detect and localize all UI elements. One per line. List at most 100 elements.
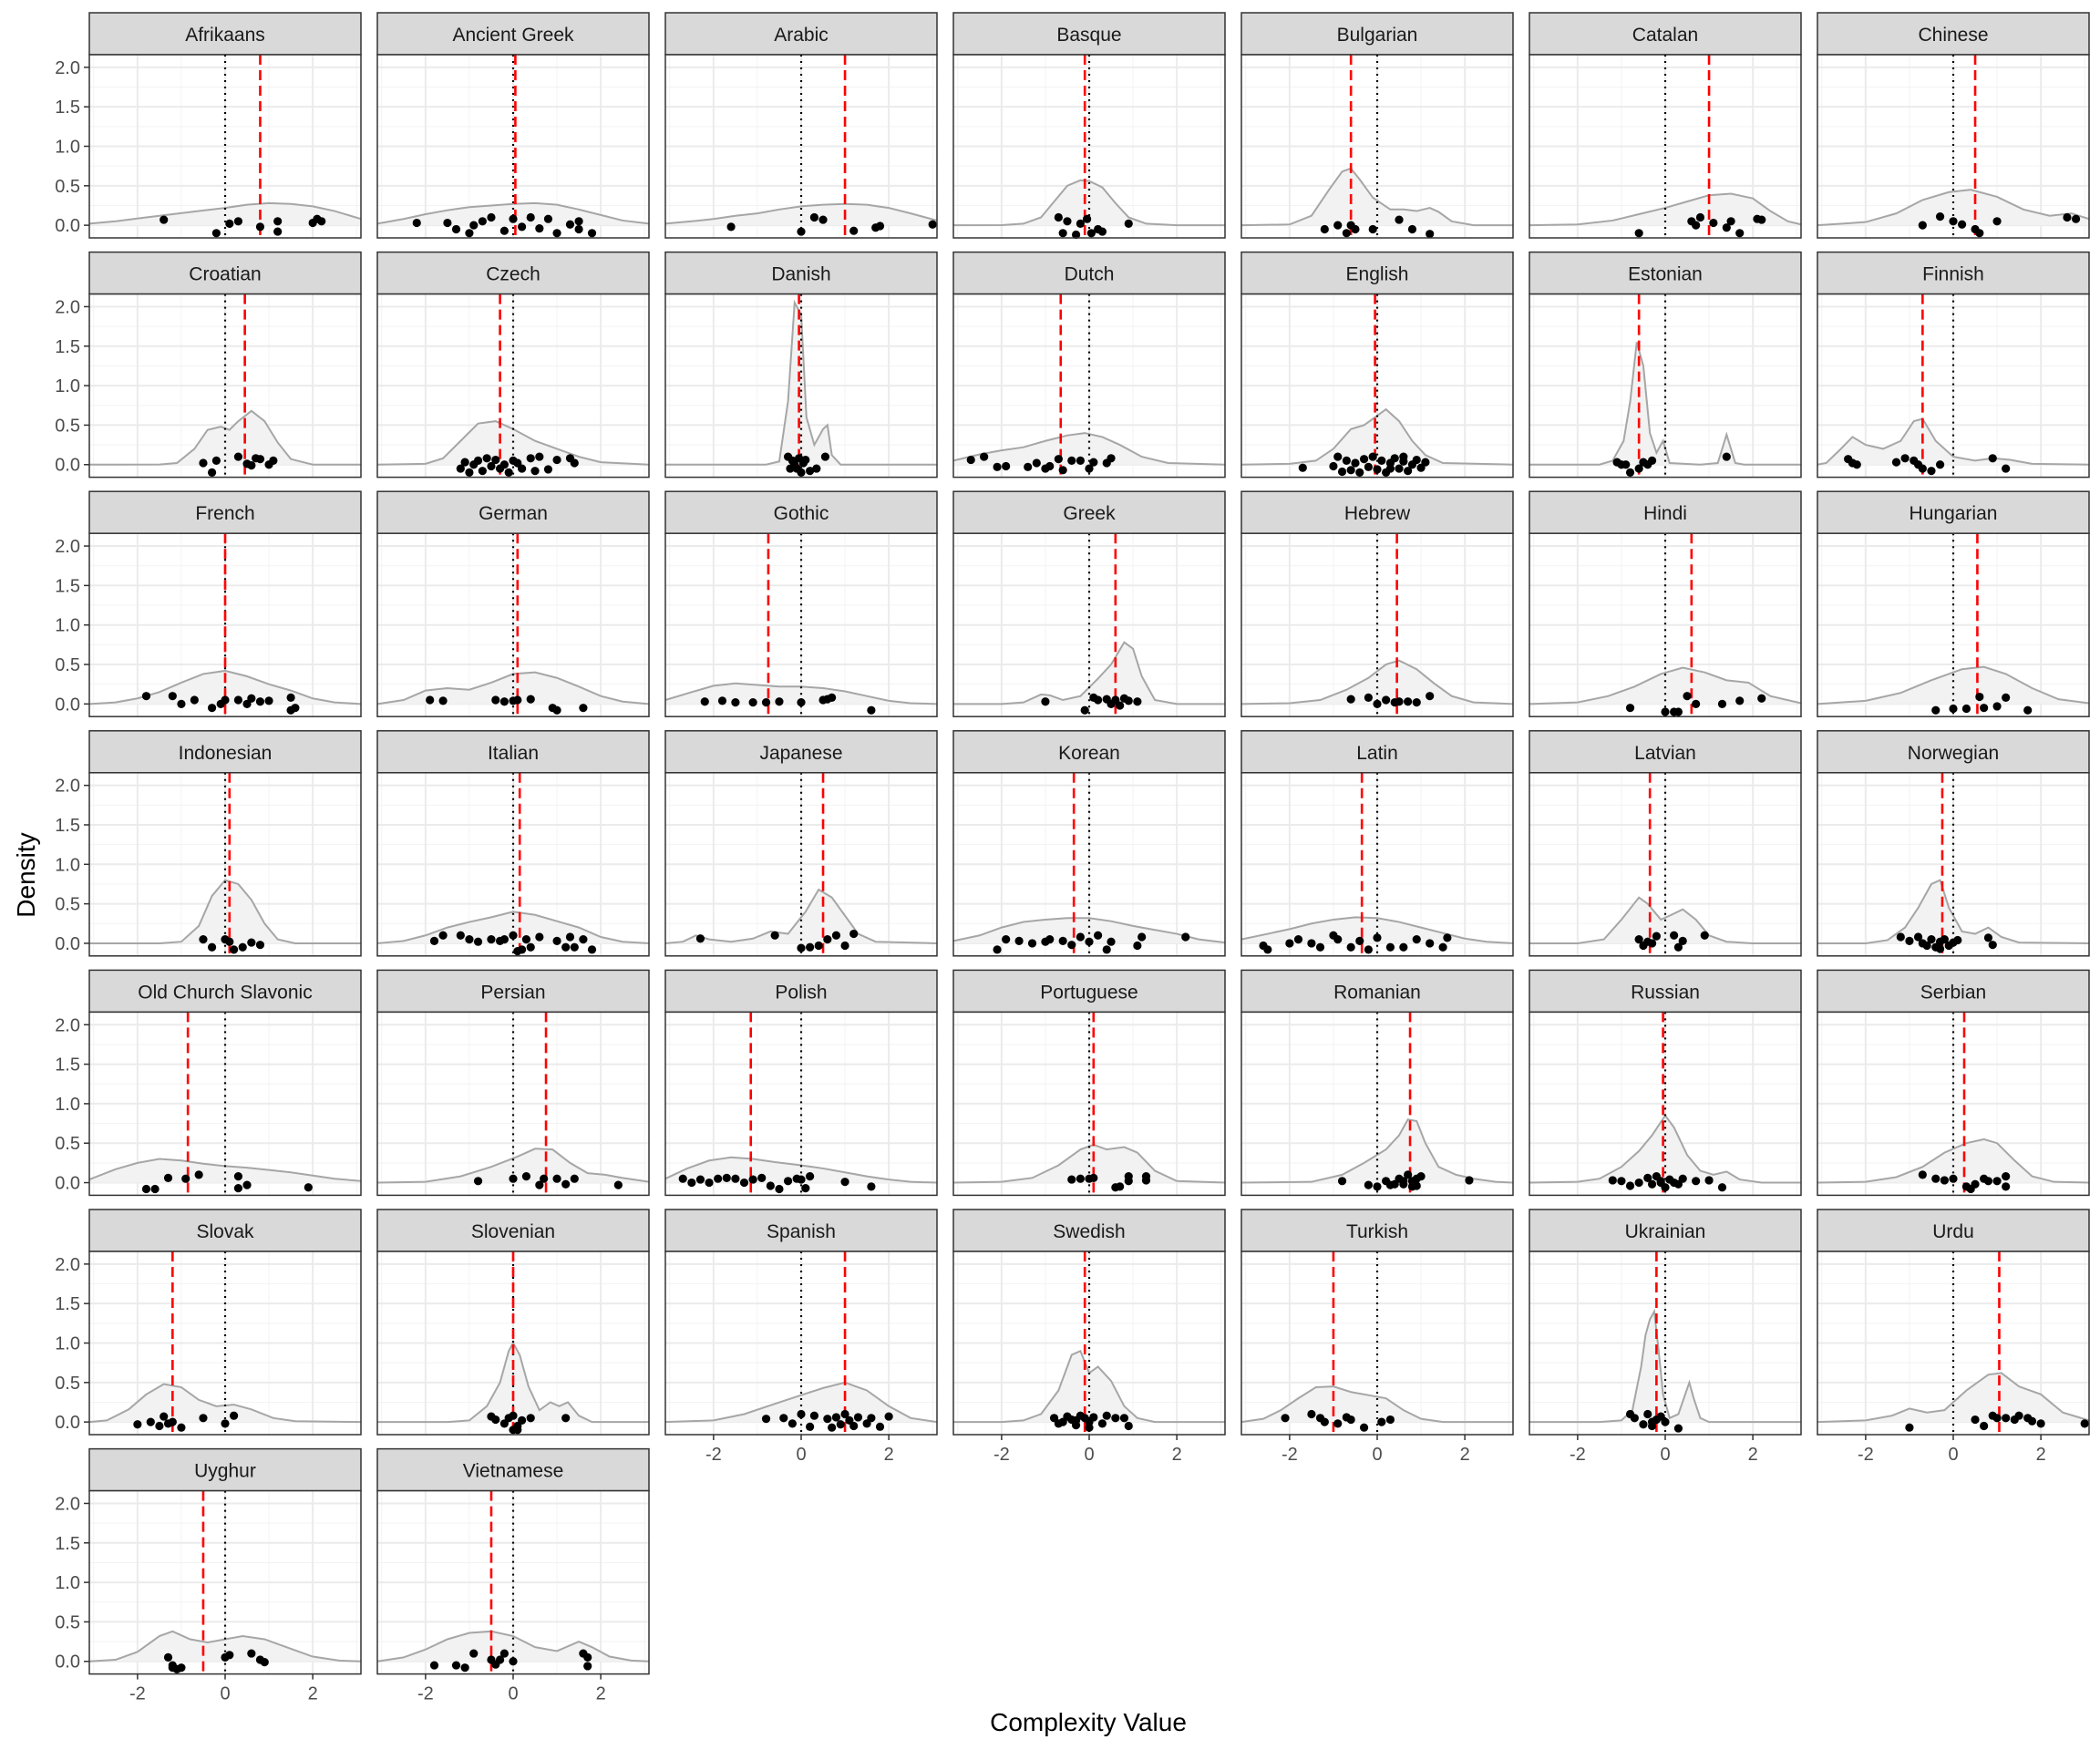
data-point bbox=[487, 935, 496, 944]
facet-strip bbox=[664, 730, 938, 774]
facet-panel: Turkish -2 0 2 bbox=[1240, 1209, 1514, 1465]
facet-label: Greek bbox=[1063, 503, 1116, 524]
data-point bbox=[1913, 932, 1923, 942]
data-point bbox=[1983, 1177, 1993, 1186]
data-point bbox=[853, 1413, 863, 1422]
data-point bbox=[849, 1421, 859, 1431]
data-point bbox=[163, 1173, 173, 1182]
data-point bbox=[2002, 1414, 2011, 1423]
data-point bbox=[1002, 461, 1011, 471]
data-point bbox=[487, 461, 496, 471]
data-point bbox=[1333, 452, 1343, 461]
data-point bbox=[1905, 936, 1914, 945]
x-tick-label: 2 bbox=[1748, 1445, 1758, 1465]
data-point bbox=[247, 1649, 256, 1658]
data-point bbox=[1111, 1414, 1120, 1423]
data-point bbox=[255, 222, 265, 232]
panel-border bbox=[664, 293, 938, 479]
facet-panel: Greek bbox=[952, 490, 1226, 717]
data-point bbox=[1082, 214, 1092, 223]
data-point bbox=[687, 1178, 696, 1188]
data-point bbox=[1709, 218, 1718, 228]
data-point bbox=[1337, 1177, 1347, 1186]
data-point bbox=[1351, 458, 1360, 468]
data-point bbox=[1726, 217, 1735, 226]
x-tick-label: -2 bbox=[129, 1684, 146, 1704]
data-point bbox=[1085, 464, 1094, 473]
data-point bbox=[247, 694, 256, 703]
data-point bbox=[513, 695, 522, 705]
data-point bbox=[928, 220, 937, 229]
data-point bbox=[1377, 456, 1386, 466]
facet-strip bbox=[1817, 12, 2090, 56]
data-point bbox=[1426, 939, 1435, 948]
facet-label: Indonesian bbox=[179, 743, 273, 764]
y-tick-label: 0.5 bbox=[55, 655, 80, 675]
data-point bbox=[1076, 456, 1085, 466]
y-tick-label: 0.0 bbox=[55, 456, 80, 476]
facet-label: Gothic bbox=[774, 503, 829, 524]
data-point bbox=[252, 454, 261, 463]
data-point bbox=[1263, 945, 1272, 954]
panel-border bbox=[1817, 54, 2090, 239]
y-tick-label: 1.5 bbox=[55, 337, 80, 357]
data-point bbox=[561, 1179, 571, 1189]
data-point bbox=[1342, 229, 1351, 238]
facet-strip bbox=[376, 1209, 650, 1252]
data-point bbox=[207, 468, 217, 478]
data-point bbox=[491, 695, 500, 705]
data-point bbox=[177, 1423, 186, 1432]
density-curve bbox=[664, 202, 938, 225]
data-point bbox=[1399, 1177, 1408, 1186]
density-area bbox=[953, 918, 1225, 943]
facet-label: Uyghur bbox=[194, 1461, 256, 1482]
data-point bbox=[478, 467, 487, 476]
y-tick-label: 0.5 bbox=[55, 895, 80, 915]
data-point bbox=[867, 705, 876, 715]
density-area bbox=[1241, 409, 1513, 465]
data-point bbox=[269, 456, 278, 466]
data-point bbox=[491, 455, 500, 465]
data-point bbox=[242, 1180, 252, 1189]
data-point bbox=[1107, 454, 1116, 463]
data-point bbox=[1617, 1177, 1626, 1186]
data-point bbox=[181, 1174, 190, 1183]
facet-label: English bbox=[1346, 264, 1409, 285]
data-point bbox=[831, 931, 841, 940]
data-point bbox=[1333, 935, 1343, 944]
y-tick-label: 1.5 bbox=[55, 1534, 80, 1554]
data-point bbox=[820, 452, 830, 461]
data-point bbox=[1346, 1415, 1355, 1425]
data-point bbox=[1722, 223, 1731, 232]
data-point bbox=[1426, 692, 1435, 701]
data-point bbox=[1067, 1175, 1076, 1184]
data-point bbox=[583, 1652, 592, 1662]
data-point bbox=[1961, 704, 1971, 714]
data-point bbox=[570, 458, 579, 468]
facet-label: Basque bbox=[1056, 25, 1121, 46]
y-tick-label: 0.5 bbox=[55, 177, 80, 197]
facet-strip bbox=[664, 12, 938, 56]
facet-label: Norwegian bbox=[1908, 743, 1999, 764]
panel-border bbox=[1240, 772, 1514, 957]
data-point bbox=[1133, 697, 1142, 706]
facet-strip bbox=[88, 12, 362, 56]
facet-panel: Hindi bbox=[1529, 490, 1802, 717]
data-point bbox=[1399, 452, 1408, 461]
data-point bbox=[2027, 1416, 2037, 1426]
data-point bbox=[540, 1174, 549, 1183]
data-point bbox=[2002, 464, 2011, 473]
data-point bbox=[1704, 1176, 1714, 1185]
data-point bbox=[482, 454, 491, 463]
data-point bbox=[499, 460, 509, 469]
facet-strip bbox=[376, 730, 650, 774]
data-point bbox=[579, 935, 588, 944]
data-point bbox=[1975, 692, 1984, 702]
data-point bbox=[797, 698, 806, 707]
data-point bbox=[1364, 693, 1373, 703]
facet-panel: Swedish -2 0 2 bbox=[952, 1209, 1226, 1465]
data-point bbox=[1071, 1415, 1081, 1426]
data-point bbox=[443, 218, 452, 228]
facet-panel: Polish bbox=[664, 969, 938, 1197]
